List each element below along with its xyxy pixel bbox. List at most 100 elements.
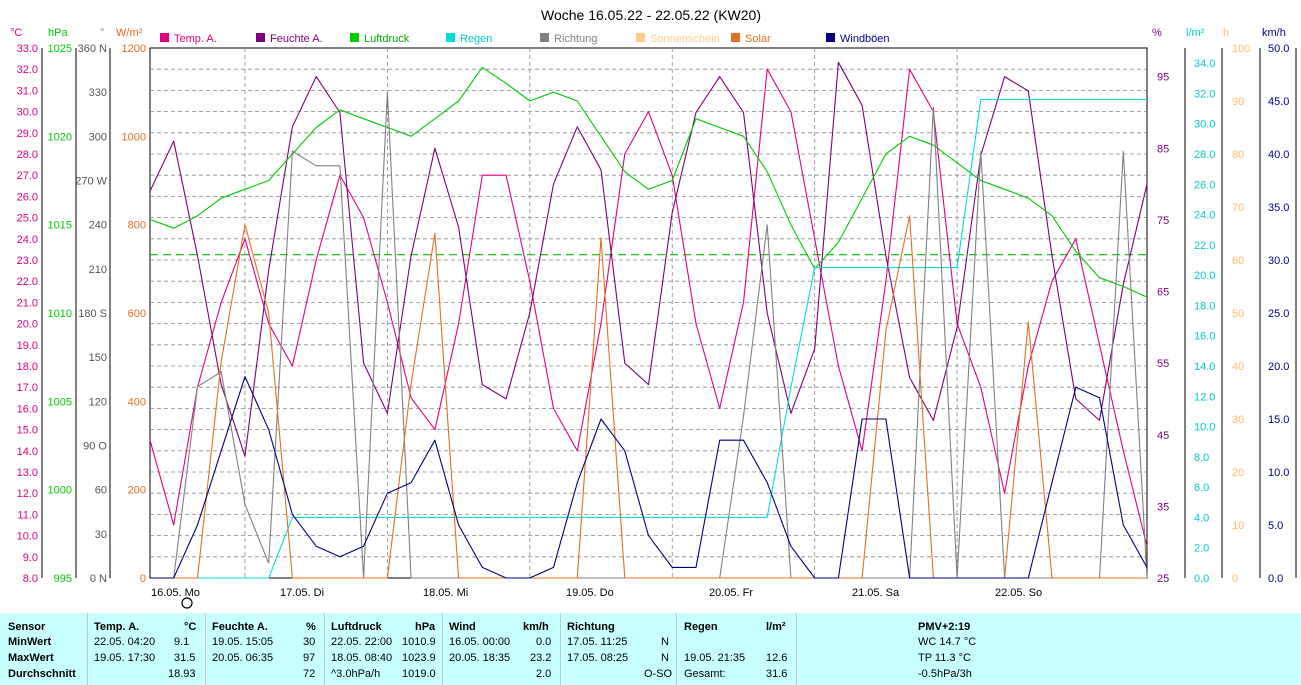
rain-tick-label: 22.0 [1194, 240, 1215, 252]
sunshine-tick-label: 10 [1232, 520, 1244, 532]
rain-tick-label: 30.0 [1194, 119, 1215, 131]
max-temp-value: 31.5 [174, 652, 196, 664]
column-divider [796, 613, 798, 685]
series-line-luftdruck [149, 66, 1148, 298]
pressure-unit: hPa [48, 27, 68, 39]
header-wind: Wind [449, 621, 476, 633]
direction-tick-label: 180 S [78, 308, 107, 320]
humidity-unit: % [1152, 27, 1162, 39]
min-hum-time: 19.05. 15:05 [212, 636, 274, 648]
rain-tick-label: 18.0 [1194, 300, 1215, 312]
rain-tick-label: 10.0 [1194, 422, 1215, 434]
min-temp-time: 22.05. 04:20 [94, 636, 156, 648]
windchill: WC 14.7 °C [918, 636, 977, 648]
legend-swatch [540, 33, 549, 42]
rain-tick-label: 6.0 [1194, 482, 1209, 494]
header-rain: Regen [684, 621, 718, 633]
temp-tick-label: 12.0 [17, 488, 38, 500]
legend: Temp. A. Feuchte A. Luftdruck Regen Richtung… [160, 33, 890, 45]
series-line-windb-en [150, 376, 1148, 579]
max-wind-value: 23.2 [530, 652, 552, 664]
right-axes: 95 85 75 65 55 45 35 25 34.0 32.0 30.0 28.0 26.0 24.0… [1157, 43, 1297, 585]
sunshine-tick-label: 50 [1232, 308, 1244, 320]
solar-unit: W/m² [116, 27, 143, 39]
axis-units: °C hPa ° W/m²% l/m² h km/h [10, 27, 1286, 39]
wind-tick-label: 30.0 [1268, 255, 1289, 267]
direction-tick-label: 60 [95, 485, 107, 497]
temp-tick-label: 18.0 [17, 361, 38, 373]
max-dir-time: 17.05. 08:25 [567, 652, 629, 664]
humidity-tick-label: 25 [1157, 573, 1169, 585]
temp-tick-label: 27.0 [17, 170, 38, 182]
avg-dir-value: O-SO [644, 668, 673, 680]
chart-title: Woche 16.05.22 - 22.05.22 (KW20) [541, 7, 761, 23]
sunshine-tick-label: 60 [1232, 255, 1244, 267]
header-hum-unit: % [306, 621, 316, 633]
day-label: 16.05. Mo [151, 587, 200, 599]
min-press-value: 1010.9 [402, 636, 436, 648]
legend-swatch [160, 33, 169, 42]
sunshine-tick-label: 30 [1232, 414, 1244, 426]
pressure-tick-label: 1015 [48, 220, 72, 232]
rain-tick-label: 28.0 [1194, 149, 1215, 161]
header-rain-unit: l/m² [766, 621, 786, 633]
temp-tick-label: 13.0 [17, 467, 38, 479]
wind-tick-label: 35.0 [1268, 202, 1289, 214]
max-temp-time: 19.05. 17:30 [94, 652, 156, 664]
direction-tick-label: 30 [95, 529, 107, 541]
temp-tick-label: 29.0 [17, 128, 38, 140]
rain-tick-label: 32.0 [1194, 88, 1215, 100]
temp-tick-label: 22.0 [17, 276, 38, 288]
max-rain-time: 19.05. 21:35 [684, 652, 746, 664]
temp-tick-label: 11.0 [17, 509, 38, 521]
legend-swatch [731, 33, 740, 42]
solar-tick-label: 1000 [122, 131, 146, 143]
header-press-unit: hPa [415, 621, 436, 633]
sunshine-tick-label: 0 [1232, 573, 1238, 585]
legend-swatch [256, 33, 265, 42]
header-temp: Temp. A. [94, 621, 140, 633]
solar-tick-label: 800 [128, 220, 146, 232]
temp-tick-label: 26.0 [17, 191, 38, 203]
max-rain-value: 12.6 [766, 652, 788, 664]
min-temp-value: 9.1 [174, 636, 190, 648]
humidity-tick-label: 35 [1157, 501, 1169, 513]
rain-tick-label: 34.0 [1194, 58, 1215, 70]
temp-tick-label: 33.0 [17, 43, 38, 55]
plot-grid [150, 48, 1147, 578]
humidity-tick-label: 85 [1157, 143, 1169, 155]
wind-tick-label: 15.0 [1268, 414, 1289, 426]
rain-tick-label: 14.0 [1194, 361, 1215, 373]
temp-tick-label: 8.0 [23, 573, 38, 585]
pressure-tick-label: 1020 [48, 131, 72, 143]
temp-tick-label: 32.0 [17, 64, 38, 76]
wind-tick-label: 50.0 [1268, 43, 1289, 55]
current-marker [181, 597, 193, 609]
row-label-avg: Durchschnitt [8, 668, 76, 680]
sunshine-tick-label: 20 [1232, 467, 1244, 479]
wind-tick-label: 45.0 [1268, 96, 1289, 108]
solar-tick-label: 200 [128, 485, 146, 497]
day-label: 18.05. Mi [423, 587, 468, 599]
direction-unit: ° [100, 27, 104, 39]
header-sensor: Sensor [8, 621, 46, 633]
plot-area [149, 47, 1148, 579]
temp-tick-label: 21.0 [17, 297, 38, 309]
wind-tick-label: 10.0 [1268, 467, 1289, 479]
legend-label: Regen [460, 33, 492, 45]
legend-swatch [446, 33, 455, 42]
direction-tick-label: 90 O [83, 441, 107, 453]
legend-swatch [826, 33, 835, 42]
max-press-value: 1023.9 [402, 652, 436, 664]
header-wind-unit: km/h [523, 621, 549, 633]
statistics-table: Sensor Temp. A. °C Feuchte A. % Luftdruc… [0, 613, 1301, 685]
solar-tick-label: 400 [128, 396, 146, 408]
avg-temp-value: 18.93 [168, 668, 196, 680]
temp-tick-label: 31.0 [17, 85, 38, 97]
max-dir-value: N [661, 652, 669, 664]
header-dir: Richtung [567, 621, 615, 633]
max-wind-time: 20.05. 18:35 [449, 652, 511, 664]
max-hum-value: 97 [303, 652, 316, 664]
pressure-tick-label: 995 [54, 573, 72, 585]
left-axes: 33.0 32.0 31.0 30.0 29.0 28.0 27.0 26.0 25.0 24.0… [17, 43, 151, 585]
